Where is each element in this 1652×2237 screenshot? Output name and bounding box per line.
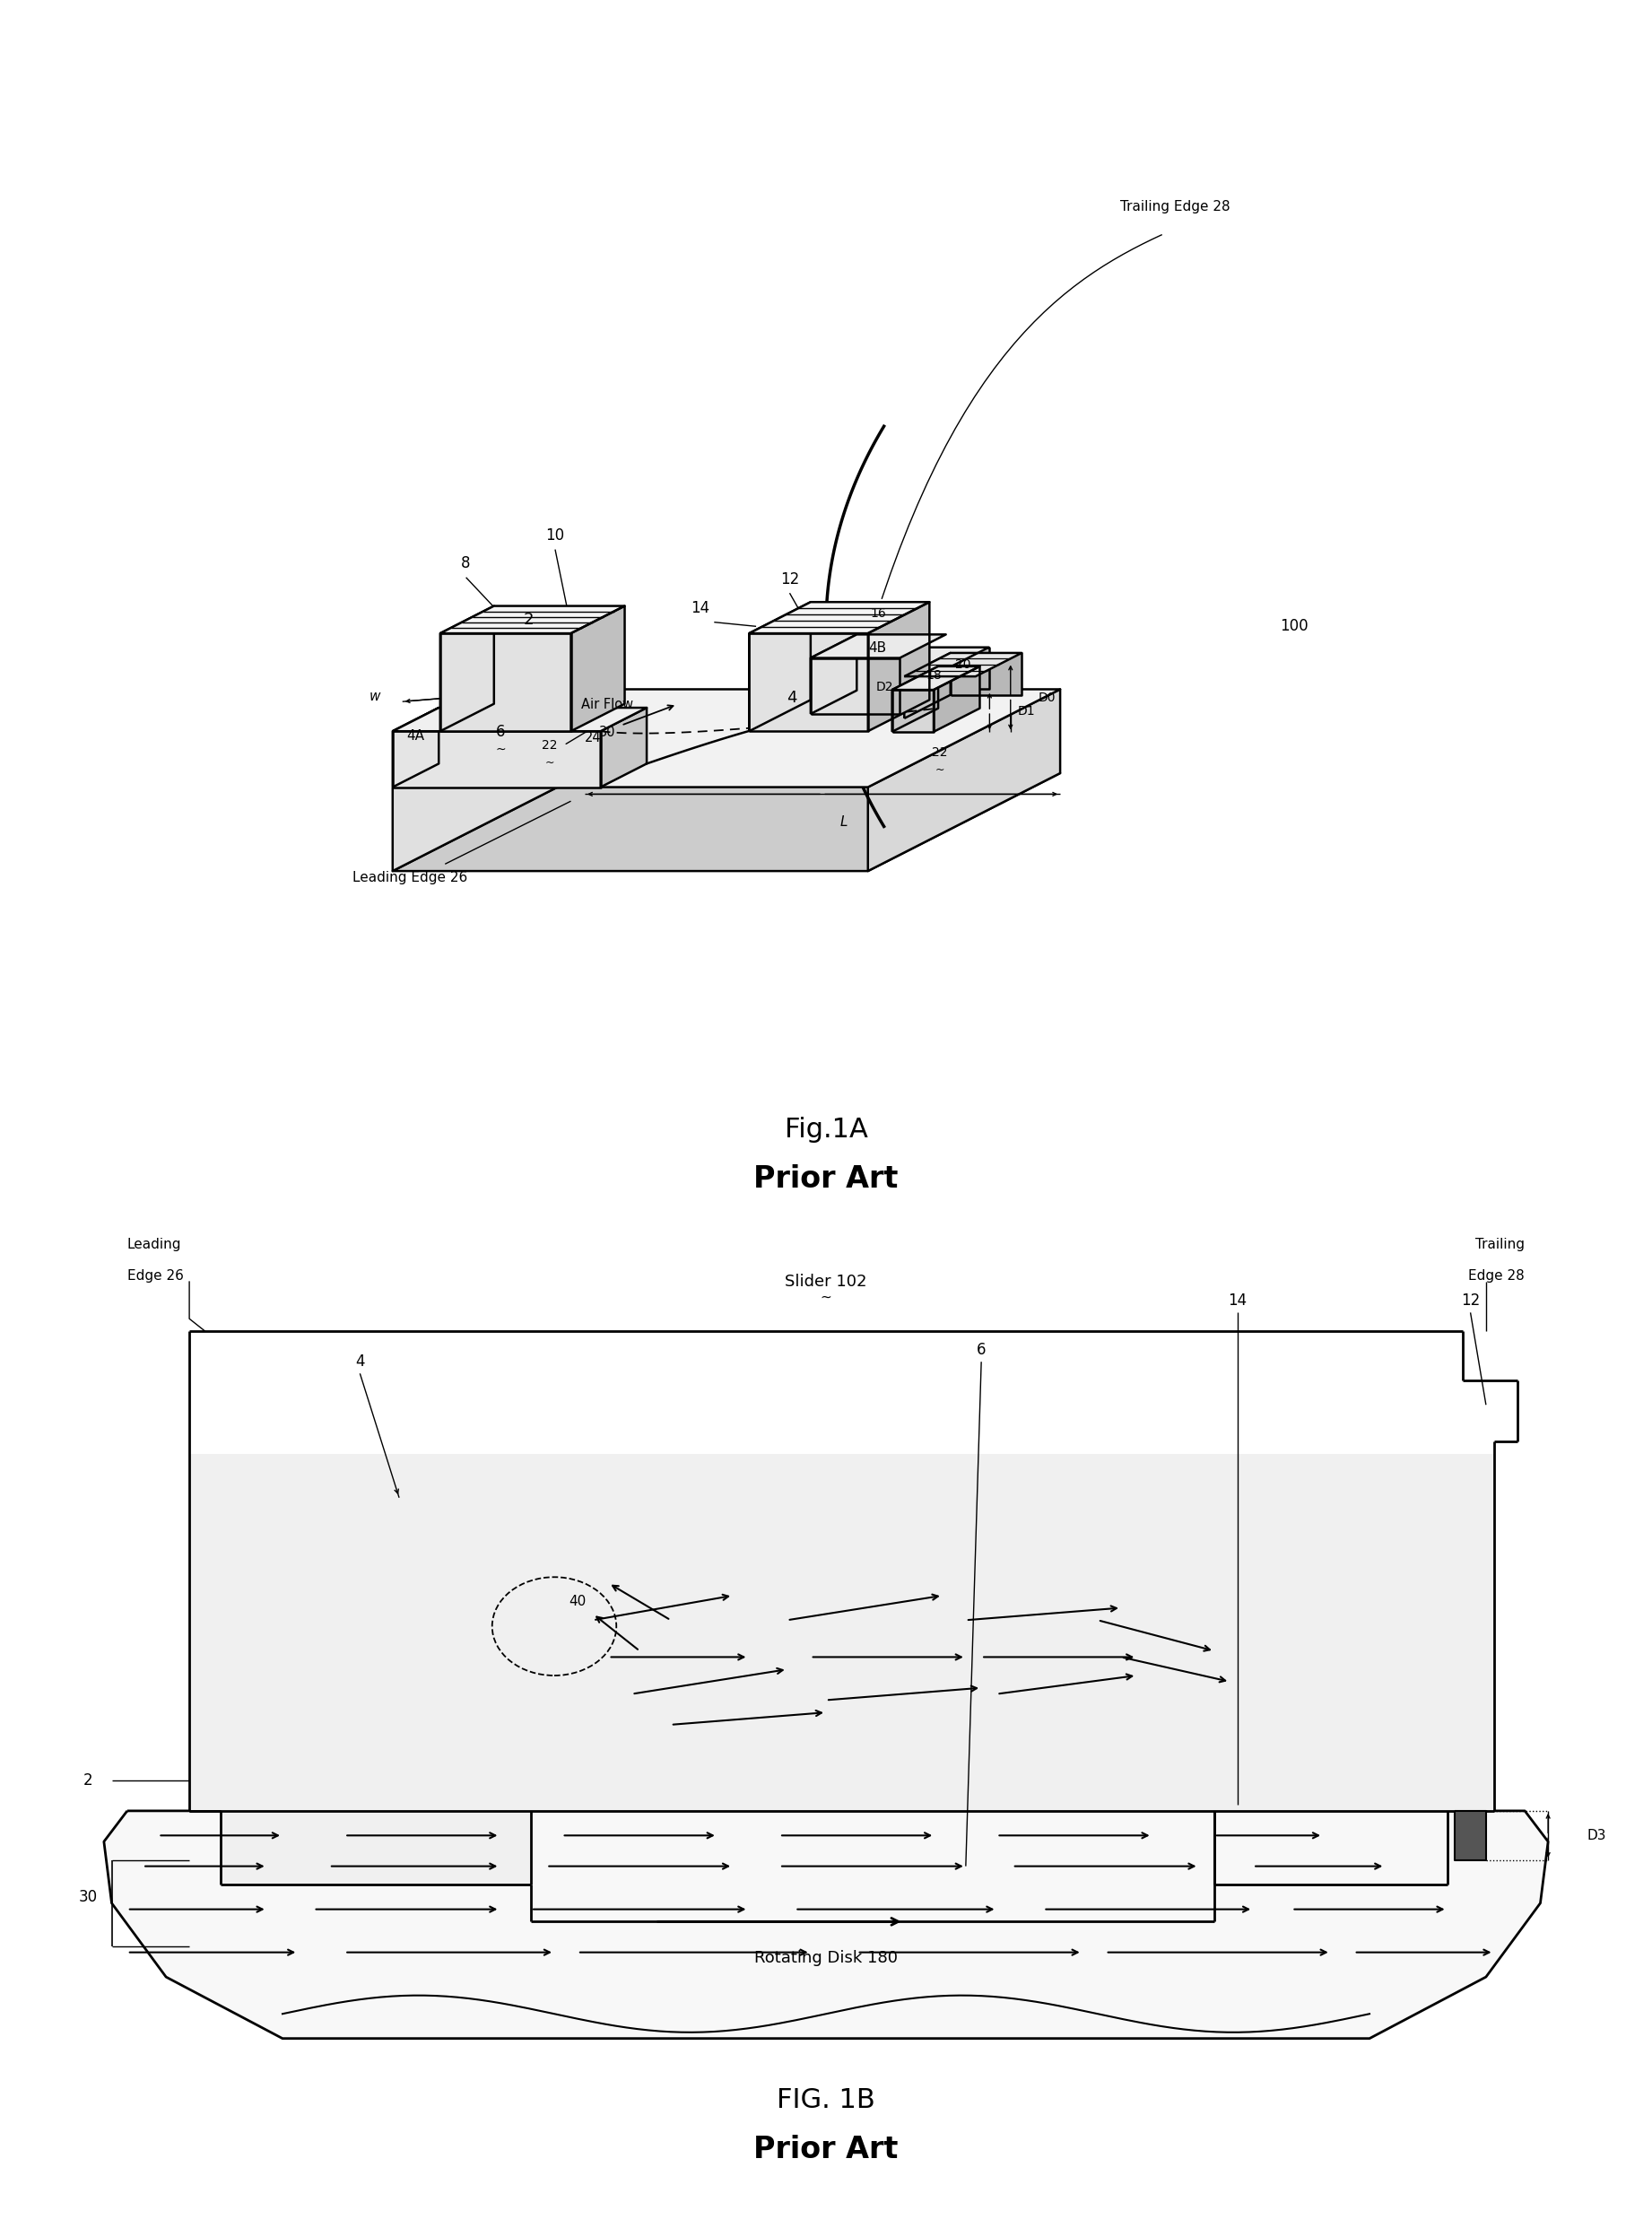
Polygon shape [393, 707, 646, 731]
Text: 4: 4 [786, 689, 796, 707]
Polygon shape [867, 689, 1061, 870]
Text: w: w [368, 689, 380, 702]
Polygon shape [811, 635, 857, 714]
Polygon shape [439, 606, 624, 633]
Polygon shape [393, 689, 1061, 787]
Polygon shape [572, 606, 624, 731]
Polygon shape [904, 653, 1021, 676]
Text: 6: 6 [496, 725, 506, 740]
Text: 10: 10 [545, 528, 565, 544]
Polygon shape [393, 707, 439, 787]
Text: Fig.1A: Fig.1A [785, 1116, 867, 1143]
Polygon shape [892, 667, 980, 689]
Text: 22: 22 [932, 745, 948, 758]
Polygon shape [795, 646, 852, 718]
Text: Leading: Leading [127, 1237, 182, 1253]
Text: FIG. 1B: FIG. 1B [776, 2087, 876, 2114]
Text: Prior Art: Prior Art [753, 1163, 899, 1192]
Polygon shape [748, 633, 867, 731]
Text: ~: ~ [935, 763, 945, 776]
Polygon shape [748, 602, 811, 731]
Text: ~: ~ [496, 743, 506, 756]
Text: 8: 8 [461, 555, 471, 570]
Text: 30: 30 [600, 725, 616, 738]
Text: D3: D3 [1588, 1828, 1606, 1843]
Text: 14: 14 [691, 600, 710, 615]
Polygon shape [892, 667, 938, 731]
Polygon shape [104, 1812, 1548, 2038]
Polygon shape [1455, 1812, 1487, 1861]
Text: ~: ~ [545, 756, 555, 770]
Polygon shape [393, 731, 601, 787]
Text: 14: 14 [1227, 1293, 1247, 1309]
Text: Prior Art: Prior Art [753, 2134, 899, 2163]
Text: D0: D0 [1039, 691, 1056, 705]
Text: D2: D2 [876, 680, 894, 693]
Text: Leading Edge 26: Leading Edge 26 [352, 870, 468, 886]
Polygon shape [795, 646, 990, 678]
Text: Trailing Edge 28: Trailing Edge 28 [1120, 199, 1231, 215]
Text: 4B: 4B [869, 642, 887, 655]
Polygon shape [601, 707, 646, 787]
Text: 4A: 4A [406, 729, 425, 743]
Polygon shape [950, 653, 1021, 696]
Text: L: L [839, 814, 847, 830]
Text: 20: 20 [955, 658, 971, 671]
Text: Edge 28: Edge 28 [1469, 1268, 1525, 1282]
Text: 2: 2 [84, 1772, 93, 1787]
Text: ~: ~ [821, 1291, 831, 1304]
Text: Rotating Disk 180: Rotating Disk 180 [755, 1951, 897, 1966]
Text: 4: 4 [355, 1353, 365, 1369]
Text: 18: 18 [925, 669, 942, 682]
Polygon shape [393, 689, 585, 870]
Text: 24: 24 [585, 731, 601, 745]
Text: 12: 12 [1460, 1293, 1480, 1309]
Text: Edge 26: Edge 26 [127, 1268, 183, 1282]
Polygon shape [852, 646, 990, 689]
Text: D1: D1 [1018, 705, 1036, 718]
Text: 22: 22 [542, 738, 558, 752]
Text: 30: 30 [79, 1888, 97, 1906]
Text: 16: 16 [871, 606, 885, 620]
Polygon shape [811, 635, 947, 658]
Text: 40: 40 [568, 1595, 586, 1608]
Polygon shape [892, 689, 933, 731]
Text: 12: 12 [780, 570, 800, 586]
Text: 6: 6 [976, 1342, 986, 1358]
Polygon shape [811, 658, 900, 714]
Polygon shape [190, 1454, 1493, 1884]
Text: 2: 2 [524, 611, 534, 626]
Polygon shape [439, 606, 494, 731]
Polygon shape [393, 774, 1061, 870]
Text: Slider 102: Slider 102 [785, 1273, 867, 1291]
Text: Trailing: Trailing [1475, 1237, 1525, 1253]
Polygon shape [439, 633, 572, 731]
Text: Air Flow: Air Flow [582, 698, 633, 711]
Polygon shape [904, 653, 950, 718]
Polygon shape [867, 602, 930, 731]
Polygon shape [933, 667, 980, 731]
Polygon shape [748, 602, 930, 633]
Text: 100: 100 [1280, 617, 1308, 635]
